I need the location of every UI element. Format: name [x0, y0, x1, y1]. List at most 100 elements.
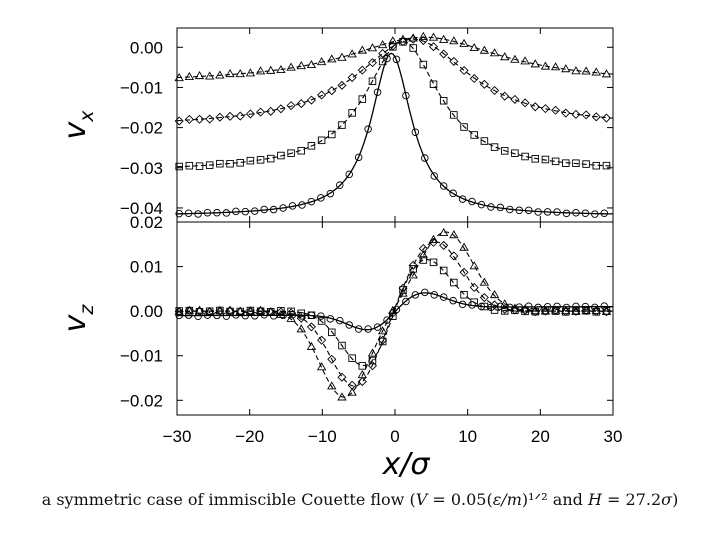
- series-line-triangles: [177, 36, 614, 79]
- marker-square: [572, 159, 580, 167]
- marker-diamond: [540, 306, 550, 316]
- marker-square: [419, 60, 428, 69]
- marker-triangle: [489, 48, 500, 57]
- marker-triangle: [449, 36, 459, 45]
- caption-text: a symmetric case of immiscible Couette f…: [41, 490, 416, 509]
- marker-diamond: [245, 109, 255, 119]
- marker-square: [419, 256, 428, 264]
- marker-diamond: [469, 73, 479, 84]
- marker-triangle: [530, 59, 540, 68]
- marker-square: [348, 354, 356, 362]
- series-line-diamonds: [176, 38, 614, 122]
- marker-triangle: [235, 69, 245, 78]
- marker-diamond: [561, 307, 571, 317]
- marker-square: [358, 362, 367, 370]
- marker-diamond: [520, 98, 530, 108]
- marker-triangle: [225, 305, 235, 314]
- marker-triangle: [520, 304, 530, 313]
- marker-triangle: [439, 34, 449, 43]
- marker-diamond: [449, 251, 459, 261]
- marker-circle: [251, 207, 259, 215]
- marker-triangle: [245, 306, 256, 315]
- marker-triangle: [327, 381, 337, 390]
- marker-circle: [317, 194, 325, 202]
- marker-circle: [581, 209, 590, 217]
- marker-square: [307, 142, 316, 150]
- marker-triangle: [591, 67, 601, 76]
- marker-diamond: [398, 283, 408, 293]
- marker-circle: [279, 204, 287, 212]
- marker-diamond: [357, 65, 367, 75]
- marker-circle: [600, 209, 609, 218]
- marker-diamond: [276, 307, 286, 317]
- marker-circle: [354, 325, 363, 333]
- marker-square: [551, 157, 560, 166]
- caption-v-value: = 0.05(: [427, 490, 493, 509]
- marker-circle: [543, 208, 552, 216]
- marker-diamond: [266, 307, 276, 317]
- marker-circle: [477, 200, 486, 209]
- y-tick-label: −0.01: [120, 78, 163, 97]
- marker-circle: [468, 301, 476, 309]
- marker-circle: [175, 209, 183, 218]
- marker-circle: [553, 208, 561, 216]
- marker-diamond: [205, 114, 215, 124]
- marker-diamond: [378, 335, 388, 345]
- marker-triangle: [255, 66, 266, 75]
- marker-circle: [468, 197, 476, 206]
- axis-label-sub: z: [76, 304, 98, 316]
- caption-v: V: [415, 490, 428, 509]
- marker-circle: [421, 288, 429, 297]
- marker-triangle: [581, 305, 591, 314]
- marker-diamond: [367, 58, 378, 68]
- marker-diamond: [490, 300, 500, 310]
- marker-square: [490, 143, 499, 151]
- marker-triangle: [316, 362, 327, 371]
- marker-diamond: [296, 99, 306, 109]
- y-tick-label: −0.04: [120, 199, 163, 218]
- marker-diamond: [500, 304, 510, 314]
- marker-diamond: [469, 282, 479, 293]
- marker-diamond: [591, 112, 601, 122]
- marker-diamond: [225, 111, 235, 121]
- marker-triangle: [530, 306, 540, 315]
- marker-triangle: [174, 306, 184, 315]
- marker-diamond: [459, 267, 469, 277]
- marker-triangle: [367, 348, 378, 357]
- series-line-triangles: [177, 231, 613, 398]
- marker-circle: [364, 325, 372, 333]
- marker-square: [378, 57, 387, 66]
- marker-square: [297, 146, 306, 155]
- marker-triangle: [469, 261, 479, 270]
- marker-diamond: [439, 49, 449, 59]
- marker-circle: [373, 323, 382, 331]
- marker-triangle: [235, 306, 245, 315]
- marker-square: [338, 341, 346, 350]
- marker-triangle: [194, 70, 205, 80]
- plot-frame-vz: [176, 221, 614, 416]
- marker-square: [460, 123, 468, 131]
- marker-square: [216, 159, 224, 168]
- marker-diamond: [388, 41, 398, 51]
- marker-triangle: [571, 306, 581, 315]
- marker-circle: [402, 297, 410, 306]
- marker-triangle: [174, 73, 184, 82]
- marker-triangle: [550, 62, 561, 71]
- marker-triangle: [215, 70, 225, 79]
- marker-triangle: [306, 341, 317, 350]
- marker-circle: [345, 321, 353, 329]
- y-tick-label: −0.01: [120, 347, 163, 366]
- marker-diamond: [337, 372, 347, 382]
- marker-triangle: [408, 33, 418, 42]
- y-tick-label: −0.02: [120, 391, 163, 410]
- marker-circle: [241, 311, 250, 320]
- marker-circle: [317, 312, 325, 320]
- marker-diamond: [296, 313, 306, 323]
- y-tick-label: 0.00: [130, 38, 163, 57]
- marker-square: [429, 258, 438, 267]
- marker-square: [439, 97, 448, 105]
- marker-diamond: [306, 95, 316, 105]
- marker-triangle: [459, 38, 469, 47]
- vx-axis-label: vx: [58, 110, 98, 140]
- marker-triangle: [194, 305, 205, 314]
